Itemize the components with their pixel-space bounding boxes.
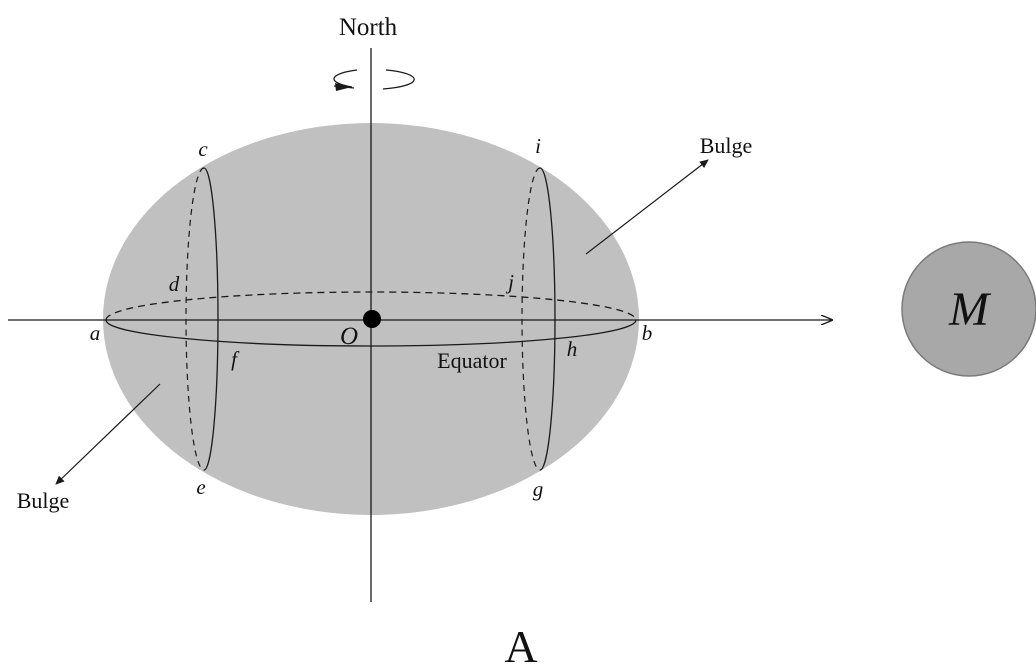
bulge-label-left: Bulge [17, 488, 70, 513]
rotation-arrow-icon [333, 69, 415, 91]
left-ring-back [185, 167, 205, 471]
north-label: North [339, 14, 398, 41]
point-label-i: i [535, 134, 541, 158]
moon [901, 241, 1036, 377]
point-label-h: h [567, 337, 578, 361]
center-label: O [340, 323, 358, 350]
point-label-a: a [90, 321, 101, 345]
caption: A [504, 621, 537, 668]
right-ring-front [539, 167, 556, 471]
point-label-e: e [196, 475, 205, 499]
equator-front [105, 319, 637, 347]
point-label-b: b [642, 321, 653, 345]
bulge-label-right: Bulge [700, 133, 753, 158]
bulge-arrow-left [55, 383, 161, 485]
point-label-j: j [505, 270, 514, 294]
bulge-arrow-right [585, 159, 709, 255]
equator-label: Equator [437, 348, 507, 373]
point-label-d: d [169, 272, 180, 296]
point-label-f: f [231, 347, 240, 371]
moon-label: M [948, 283, 992, 336]
point-label-c: c [198, 137, 208, 161]
point-label-g: g [533, 477, 544, 501]
right-ring-back [521, 167, 541, 471]
left-ring-front [203, 167, 219, 471]
center-point [363, 310, 381, 328]
equator-back [105, 291, 637, 321]
